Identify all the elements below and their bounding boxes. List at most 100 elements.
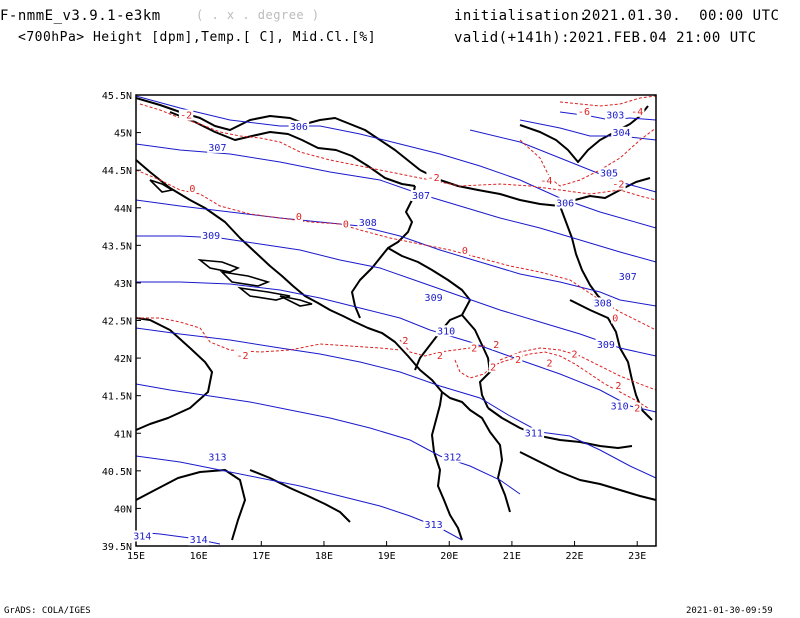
temperature-contour-label: 2 (490, 362, 496, 373)
y-tick-label: 41.5N (102, 392, 132, 403)
valid-value: 2021.FEB.04 21:00 UTC (569, 30, 757, 46)
height-contour-label: 306 (290, 122, 308, 133)
height-contour-label: 309 (202, 231, 220, 242)
temperature-contour-label-bg (489, 361, 498, 373)
x-tick-label: 23E (628, 551, 646, 562)
height-contour-label-bg (188, 534, 209, 546)
height-contour-label-bg (598, 167, 620, 179)
y-tick-label: 45.5N (102, 91, 132, 102)
height-contour-label-bg (435, 325, 457, 337)
height-contour-label-bg (604, 109, 626, 121)
height-contour-label-bg (200, 229, 222, 241)
height-contour-label-bg (442, 451, 463, 463)
height-contour-label-bg (592, 297, 614, 309)
height-contour-label: 310 (611, 401, 629, 412)
init-label: initialisation: (454, 8, 588, 24)
height-contour-label-bg (611, 126, 632, 138)
italy-coast-south (135, 469, 246, 541)
temperature-contour-label: 2 (515, 355, 521, 366)
temperature-contour-label-bg (401, 335, 410, 347)
temperature-contour-label: 0 (343, 220, 349, 231)
temperature-contour-label: -4 (540, 176, 552, 187)
height-contour-label: 312 (443, 453, 461, 464)
temperature-contour-label: 0 (189, 184, 195, 195)
height-contour-label: 314 (190, 535, 208, 546)
height-contour-label: 307 (208, 143, 226, 154)
temperature-contour-label-bg (294, 211, 303, 223)
temperature-contour-label-bg (470, 342, 479, 354)
temperature-contour-label: 0 (612, 314, 618, 325)
temperature-contour-label: 2 (546, 359, 552, 370)
height-contour-label-bg (554, 197, 576, 209)
coastlines (135, 97, 657, 541)
temperature-contour-label-bg (545, 357, 554, 369)
island-5 (149, 179, 175, 193)
height-contour-label-bg (617, 271, 639, 283)
height-contour-label: 314 (133, 531, 151, 542)
temperature-contour-label: -2 (236, 351, 248, 362)
contour-height-310 (136, 281, 657, 413)
temperature-contour-label: 2 (572, 350, 578, 361)
macedonia-border (487, 407, 633, 449)
temperature-contour-label: 2 (634, 404, 640, 415)
temperature-contour-label: -2 (612, 180, 624, 191)
danube-north (519, 105, 649, 163)
y-tick-label: 39.5N (102, 542, 132, 553)
temperature-contour-label: 2 (437, 351, 443, 362)
x-tick-label: 22E (566, 551, 584, 562)
contour-temp-minus6 (559, 95, 657, 107)
temperature-contour-label-bg (178, 109, 194, 121)
temperature-contour-label: 2 (615, 381, 621, 392)
contour-temp-0 (135, 169, 657, 331)
y-tick-label: 40N (114, 504, 132, 515)
footer-left: GrADS: COLA/IGES (4, 606, 91, 616)
height-contour-label-bg (410, 189, 432, 201)
height-contour-label: 308 (359, 218, 377, 229)
temperature-contour-label: 2 (402, 336, 408, 347)
temperature-contour-label: 0 (462, 246, 468, 257)
height-contour-label: 305 (600, 168, 618, 179)
axis-ticks: 15E 16E 17E 18E 19E 20E 21E 22E 23E 39.5N 40N 40.5N… (102, 91, 646, 562)
height-contour-label: 304 (613, 128, 631, 139)
x-tick-label: 19E (378, 551, 396, 562)
temperature-contour-label-bg (630, 105, 645, 117)
temperature-contour-label: 2 (493, 340, 499, 351)
height-contour-label: 309 (425, 293, 443, 304)
temperature-contour-label-bg (235, 350, 250, 362)
height-contour-label: 307 (619, 272, 637, 283)
x-tick-label: 15E (127, 551, 145, 562)
temperature-contour-label-bg (611, 312, 620, 324)
y-tick-label: 44.5N (102, 166, 132, 177)
contour-height-304 (519, 119, 657, 141)
temperature-contour-label-bg (435, 350, 444, 362)
height-contour-label: 307 (412, 191, 430, 202)
height-contour-label-bg (288, 120, 310, 132)
temperature-contour-label-bg (614, 380, 623, 392)
temperature-contour-label-bg (576, 105, 592, 117)
contour-temp-minus2-south (136, 317, 401, 353)
model-title: F-nmmE_v3.9.1-e3km (0, 8, 161, 24)
italy-heel (249, 469, 351, 523)
temperature-contour-label-bg (426, 171, 441, 183)
contour-height-305 (469, 129, 657, 193)
albania-coast (431, 391, 463, 541)
y-tick-label: 44N (114, 204, 132, 215)
x-tick-label: 17E (252, 551, 270, 562)
contour-temp-minus4 (519, 127, 657, 187)
bosnia-north-border (169, 111, 416, 187)
valid-label: valid(+141h): (454, 30, 571, 46)
temperature-contour-label: 2 (471, 344, 477, 355)
adriatic-east-coast (135, 159, 443, 393)
temperature-contour-label: -6 (578, 107, 590, 118)
height-contour-label: 309 (597, 340, 615, 351)
temperature-contour-label-bg (492, 338, 501, 350)
y-tick-label: 41N (114, 429, 132, 440)
y-tick-label: 45N (114, 129, 132, 140)
temperature-contour-label-bg (341, 218, 350, 230)
height-contour-label-bg (207, 141, 228, 153)
island-2 (219, 270, 271, 287)
temperature-contours (135, 95, 657, 409)
temperature-contour-label: -2 (428, 173, 440, 184)
height-contour-label: 313 (425, 520, 443, 531)
